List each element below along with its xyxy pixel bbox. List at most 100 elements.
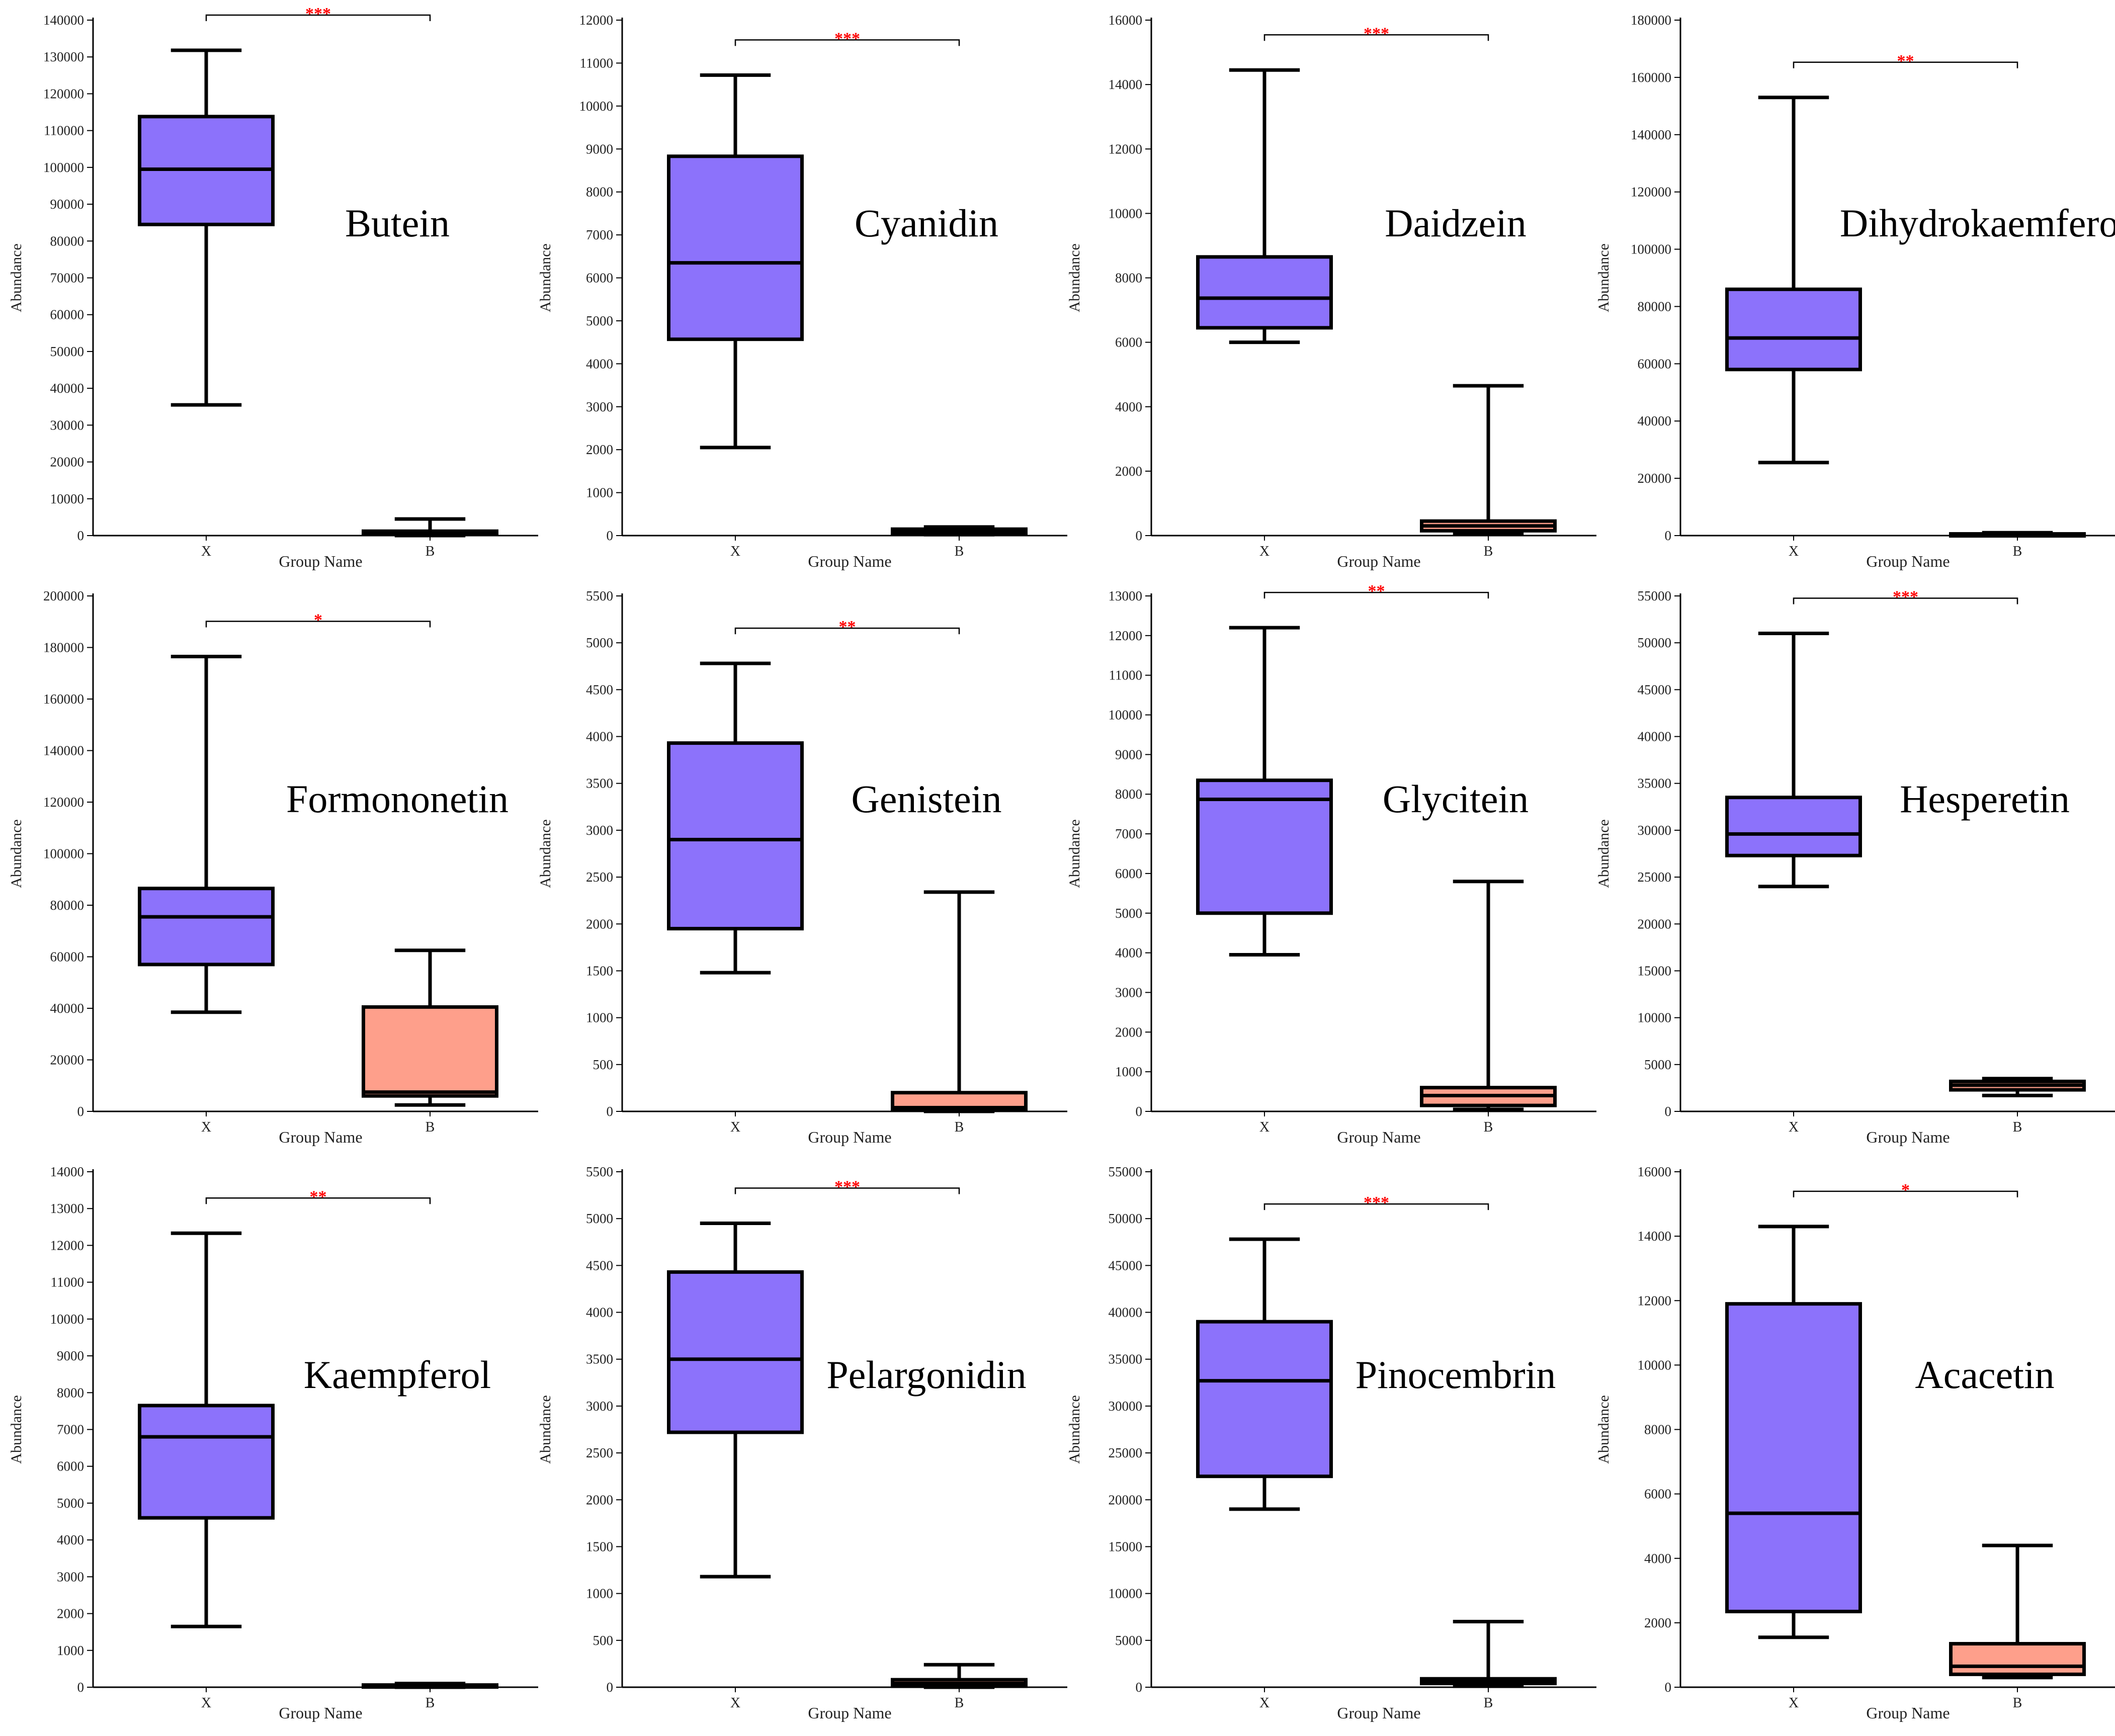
significance-stars: ** xyxy=(1368,582,1385,600)
x-tick-label-x: X xyxy=(1259,1695,1270,1711)
y-tick-label: 5000 xyxy=(1644,1057,1671,1072)
y-tick-label: 12000 xyxy=(1109,628,1143,643)
y-tick-label: 7000 xyxy=(586,227,613,242)
box-x xyxy=(1725,287,1862,372)
y-tick-label: 0 xyxy=(607,528,614,543)
y-tick-label: 40000 xyxy=(50,381,84,396)
y-tick-label: 13000 xyxy=(50,1201,84,1216)
y-axis-label: Abundance xyxy=(1595,1395,1612,1464)
y-tick-label: 15000 xyxy=(1109,1539,1143,1554)
box-b xyxy=(362,1005,498,1098)
y-tick-label: 50000 xyxy=(50,344,84,359)
y-tick-label: 10000 xyxy=(50,1312,84,1327)
significance-bracket xyxy=(734,627,960,635)
panel-cyanidin: 0 1000 2000 3000 4000 5000 6000 7000 8000 9000 100… xyxy=(537,13,1067,570)
y-tick-label: 55000 xyxy=(1638,588,1672,603)
y-tick-label: 12000 xyxy=(579,13,614,28)
y-tick-label: 8000 xyxy=(586,185,613,200)
y-tick-label: 40000 xyxy=(1638,729,1672,744)
y-tick-label: 8000 xyxy=(1644,1422,1671,1437)
y-tick-label: 10000 xyxy=(1109,708,1143,723)
box-b xyxy=(1949,1642,2086,1676)
panel-butein: 0 10000 20000 30000 40000 50000 60000 70000 8000… xyxy=(8,5,538,570)
x-axis-label: Group Name xyxy=(1337,552,1420,570)
y-axis-label: Abundance xyxy=(537,819,554,888)
significance-stars: *** xyxy=(305,5,331,23)
x-tick-label-b: B xyxy=(2013,1695,2022,1711)
y-tick-label: 2000 xyxy=(1115,1024,1142,1039)
significance-stars: ** xyxy=(839,618,856,636)
y-tick-label: 8000 xyxy=(1115,787,1142,802)
y-tick-label: 120000 xyxy=(43,795,84,810)
box-x xyxy=(1725,796,1862,857)
panel-glycitein: 0 1000 2000 3000 4000 5000 6000 7000 8000 9000 100… xyxy=(1066,582,1596,1146)
y-tick-label: 3000 xyxy=(586,399,613,414)
y-tick-label: 30000 xyxy=(50,417,84,432)
compound-title: Kaempferol xyxy=(304,1353,491,1397)
y-tick-label: 1000 xyxy=(586,1010,613,1025)
x-tick-label-b: B xyxy=(1484,1119,1493,1135)
y-tick-label: 40000 xyxy=(1638,413,1672,428)
y-axis-label: Abundance xyxy=(1595,819,1612,888)
y-tick-label: 70000 xyxy=(50,271,84,286)
compound-title: Daidzein xyxy=(1385,201,1527,245)
panel-genistein: 0 500 1000 1500 2000 2500 3000 3500 4000 4500 5000… xyxy=(537,588,1067,1146)
y-tick-label: 1000 xyxy=(586,1586,613,1601)
y-tick-label: 40000 xyxy=(1109,1305,1143,1320)
x-tick-label-x: X xyxy=(1259,1119,1270,1135)
y-axis-label: Abundance xyxy=(537,1395,554,1464)
y-tick-label: 1500 xyxy=(586,1539,613,1554)
x-axis-label: Group Name xyxy=(279,552,362,570)
y-tick-label: 500 xyxy=(593,1633,614,1648)
y-tick-label: 10000 xyxy=(1109,1586,1143,1601)
significance-bracket xyxy=(1793,61,2018,68)
y-tick-label: 130000 xyxy=(43,49,84,64)
x-tick-label-x: X xyxy=(1789,1695,1799,1711)
x-tick-label-b: B xyxy=(426,544,435,559)
y-tick-label: 3000 xyxy=(1115,985,1142,1000)
x-tick-label-b: B xyxy=(955,544,964,559)
y-tick-label: 120000 xyxy=(1631,185,1671,200)
y-tick-label: 80000 xyxy=(50,898,84,913)
y-tick-label: 2000 xyxy=(1644,1615,1671,1630)
compound-title: Cyanidin xyxy=(855,201,998,245)
y-tick-label: 5000 xyxy=(1115,906,1142,921)
y-tick-label: 4000 xyxy=(1115,945,1142,961)
y-tick-label: 5500 xyxy=(586,588,613,603)
y-tick-label: 4500 xyxy=(586,1258,613,1273)
y-tick-label: 3500 xyxy=(586,776,613,791)
y-tick-label: 10000 xyxy=(1109,206,1143,221)
y-tick-label: 3000 xyxy=(57,1569,84,1584)
compound-title: Formononetin xyxy=(286,777,509,821)
y-tick-label: 8000 xyxy=(1115,271,1142,286)
y-axis-label: Abundance xyxy=(1066,1395,1083,1464)
significance-bracket xyxy=(205,621,431,628)
compound-title: Genistein xyxy=(852,777,1002,821)
y-tick-label: 180000 xyxy=(43,640,84,655)
box-x xyxy=(667,741,804,931)
x-axis-label: Group Name xyxy=(279,1128,362,1146)
box-x xyxy=(1196,1320,1333,1479)
panel-hesperetin: 0 5000 10000 15000 20000 25000 30000 35000 40000… xyxy=(1595,588,2115,1146)
y-tick-label: 14000 xyxy=(1638,1229,1672,1244)
y-tick-label: 9000 xyxy=(1115,747,1142,762)
y-tick-label: 0 xyxy=(1136,528,1143,543)
y-tick-label: 16000 xyxy=(1638,1164,1672,1179)
y-tick-label: 3500 xyxy=(586,1352,613,1367)
y-tick-label: 200000 xyxy=(43,588,84,603)
y-tick-label: 5000 xyxy=(586,1211,613,1226)
box-x xyxy=(667,1270,804,1434)
y-tick-label: 1500 xyxy=(586,963,613,978)
y-tick-label: 5500 xyxy=(586,1164,613,1179)
y-axis-label: Abundance xyxy=(1066,243,1083,312)
y-tick-label: 100000 xyxy=(43,160,84,175)
y-tick-label: 2000 xyxy=(586,916,613,931)
significance-stars: ** xyxy=(310,1187,327,1206)
y-tick-label: 0 xyxy=(77,528,84,543)
y-tick-label: 0 xyxy=(77,1680,84,1695)
significance-bracket xyxy=(1793,1190,2018,1197)
significance-stars: *** xyxy=(834,29,860,48)
y-tick-label: 140000 xyxy=(43,743,84,758)
y-tick-label: 12000 xyxy=(1638,1293,1672,1308)
y-tick-label: 100000 xyxy=(1631,242,1671,257)
